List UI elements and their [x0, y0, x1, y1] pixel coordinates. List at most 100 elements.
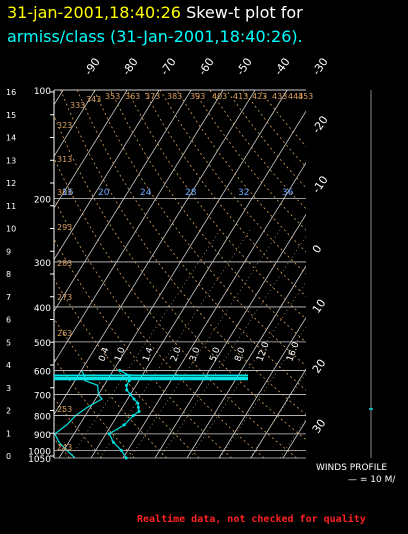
isotherm-line: [54, 90, 256, 416]
temperature-tick-top: -90: [82, 56, 103, 78]
height-km-tick: 9: [6, 247, 11, 256]
dry-adiabat-line: [54, 317, 168, 458]
moist-adiabat-line: [129, 229, 281, 458]
height-km-tick: 2: [6, 407, 11, 416]
dry-adiabat-label: 363: [125, 92, 140, 101]
isotherm-line: [58, 90, 288, 458]
quality-notice: Realtime data, not checked for quality: [137, 514, 366, 525]
sounding-point: [124, 456, 128, 460]
dry-adiabat-line: [126, 90, 306, 320]
moist-adiabat-label: 8.0: [233, 346, 247, 363]
dry-adiabat-label: 423: [252, 92, 267, 101]
dry-adiabat-label: 243: [57, 443, 72, 452]
moist-adiabat-line: [219, 326, 306, 458]
isotherm-line: [315, 90, 408, 458]
temperature-tick-right: -20: [310, 114, 331, 136]
sounding-point: [122, 423, 126, 427]
sounding-point: [137, 409, 141, 413]
height-km-tick: 14: [6, 134, 16, 143]
temperature-tick-right: 0: [310, 243, 325, 256]
sounding-point: [136, 401, 140, 405]
moist-adiabat-label: 0.4: [97, 346, 111, 363]
temperature-tick-top: -30: [310, 56, 331, 78]
dry-adiabat-line: [76, 90, 306, 391]
height-km-tick: 5: [6, 338, 11, 347]
isotherm-line: [282, 420, 306, 458]
dry-adiabat-label: 293: [57, 223, 72, 232]
pressure-label: 500: [34, 339, 51, 349]
moist-adiabat-line: [69, 229, 221, 458]
temperature-tick-top: -50: [234, 56, 255, 78]
sounding-point: [124, 383, 128, 387]
sounding-point: [119, 448, 123, 452]
dry-adiabat-line: [259, 90, 306, 147]
height-km-tick: 0: [6, 452, 11, 461]
sounding-point: [125, 388, 129, 392]
temperature-tick-top: -40: [272, 56, 293, 78]
mixing-ratio-label: 20: [98, 188, 110, 198]
dry-adiabat-line: [242, 90, 306, 168]
isotherm-line: [347, 90, 408, 458]
winds-profile-label: WINDS PROFILE: [316, 463, 387, 473]
dry-adiabat-line: [54, 238, 232, 458]
temperature-tick-right: 20: [310, 357, 329, 376]
isotherm-line: [0, 90, 31, 458]
moist-adiabat-label: 1.4: [141, 346, 155, 363]
dry-adiabat-label: 383: [167, 92, 182, 101]
dry-adiabat-label: 453: [298, 92, 313, 101]
dry-adiabat-label: 433: [272, 92, 287, 101]
height-km-tick: 6: [6, 316, 11, 325]
dry-adiabat-line: [60, 90, 306, 416]
dry-adiabat-line: [54, 157, 297, 458]
isotherm-line: [54, 90, 224, 364]
plot-area: [0, 90, 408, 458]
height-km-tick: 15: [6, 111, 16, 120]
pressure-label: 900: [34, 431, 51, 441]
dry-adiabat-line: [109, 90, 306, 343]
pressure-label: 200: [34, 195, 51, 205]
moist-adiabat-line: [340, 230, 408, 458]
moist-adiabat-line: [189, 281, 306, 458]
pressure-label: 100: [34, 87, 51, 97]
height-km-tick: 11: [6, 202, 16, 211]
height-km-tick: 13: [6, 156, 16, 165]
moist-adiabat-label: 5.0: [208, 346, 222, 363]
sounding-point: [136, 405, 140, 409]
temperature-tick-top: -70: [158, 56, 179, 78]
dry-adiabat-label: 273: [57, 293, 72, 302]
sounding-point: [127, 379, 131, 383]
pressure-label: 1000: [28, 447, 51, 457]
height-km-tick: 12: [6, 179, 16, 188]
isotherm-line: [122, 162, 306, 458]
temperature-tick-top: -60: [196, 56, 217, 78]
dry-adiabat-label: 323: [57, 121, 72, 130]
height-km-tick: 1: [6, 429, 11, 438]
mixing-ratio-label: 24: [140, 188, 152, 198]
sounding-point: [112, 440, 116, 444]
isotherm-line: [186, 265, 306, 458]
dry-adiabat-label: 353: [105, 92, 120, 101]
temperature-tick-top: -80: [120, 56, 141, 78]
dry-adiabat-line: [54, 198, 265, 458]
sounding-point: [131, 413, 135, 417]
dry-adiabat-label: 393: [190, 92, 205, 101]
height-km-tick: 7: [6, 293, 11, 302]
temperature-tick-right: 10: [310, 297, 329, 316]
sounding-point: [127, 374, 131, 378]
isotherm-line: [54, 90, 192, 312]
dry-adiabat-line: [176, 90, 306, 253]
temperature-tick-right: -10: [310, 174, 331, 196]
isotherm-line: [154, 213, 306, 458]
sounding-point: [132, 397, 136, 401]
temperature-trace: [108, 369, 140, 458]
dry-adiabat-label: 333: [70, 101, 85, 110]
dry-adiabat-label: 443: [288, 92, 303, 101]
dry-adiabat-label: 373: [145, 92, 160, 101]
header-line-1: 31-jan-2001,18:40:26 Skew-t plot for: [7, 3, 303, 23]
moist-adiabat-line: [159, 235, 306, 458]
dry-adiabat-label: 403: [212, 92, 227, 101]
pressure-label: 600: [34, 367, 51, 377]
moist-adiabat-line: [99, 229, 251, 458]
dry-adiabat-line: [54, 114, 306, 441]
